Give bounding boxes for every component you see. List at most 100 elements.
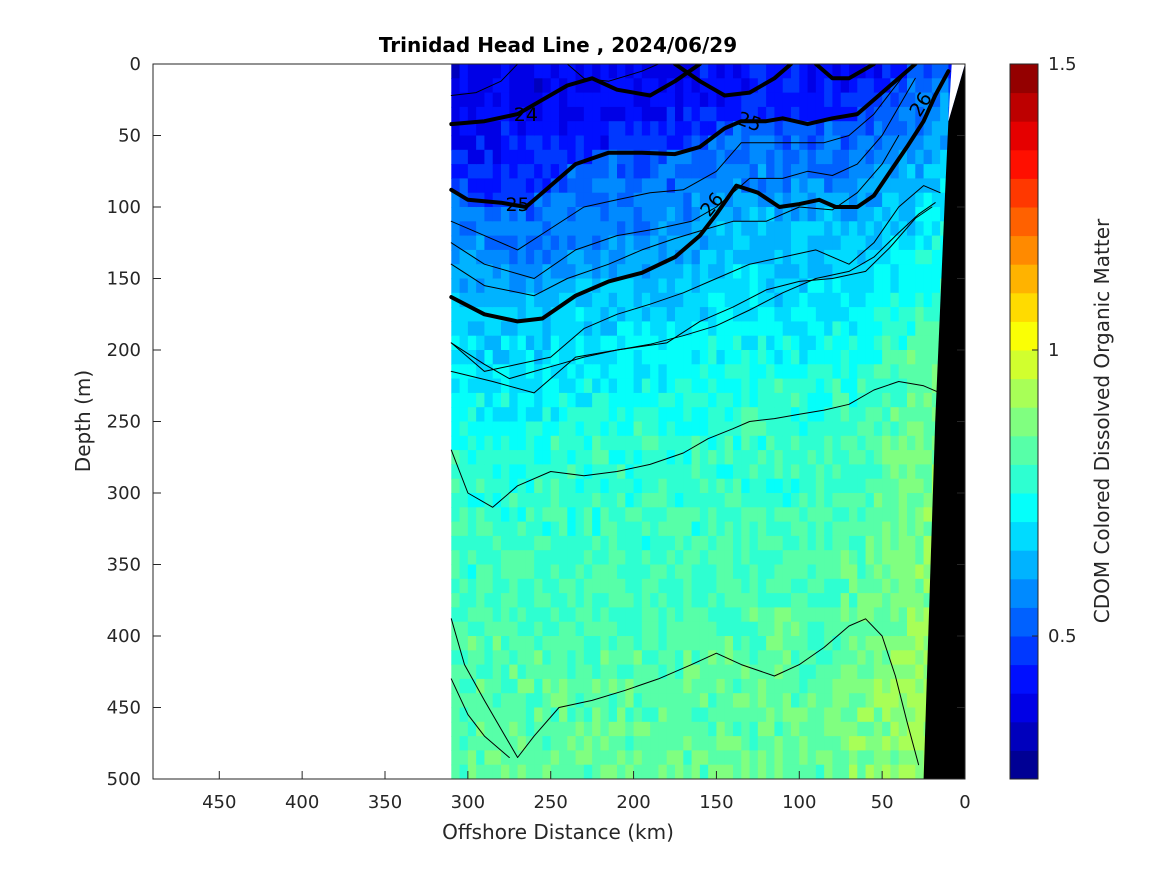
heat-cell: [534, 307, 544, 322]
heat-cell: [542, 135, 552, 151]
heat-cell: [857, 407, 867, 423]
heat-cell: [617, 64, 626, 79]
heat-cell: [625, 335, 635, 351]
heat-cell: [766, 636, 776, 651]
heat-cell: [807, 478, 817, 494]
heat-cell: [699, 535, 709, 551]
heat-cell: [915, 678, 925, 694]
heat-cell: [865, 92, 875, 108]
heat-cell: [467, 521, 477, 537]
heat-cell: [708, 106, 718, 122]
heat-cell: [542, 121, 552, 137]
heat-cell: [583, 350, 593, 365]
heat-cell: [542, 550, 552, 566]
heat-cell: [716, 321, 726, 337]
heat-cell: [708, 650, 718, 666]
heat-cell: [724, 736, 734, 751]
heat-cell: [658, 249, 668, 265]
heat-cell: [832, 64, 842, 79]
heat-cell: [774, 364, 784, 380]
heat-cell: [467, 364, 477, 380]
heat-cell: [492, 78, 502, 94]
heat-cell: [666, 106, 676, 122]
heat-cell: [915, 350, 925, 365]
heat-cell: [849, 721, 858, 737]
heat-cell: [633, 464, 643, 480]
heat-cell: [608, 678, 618, 694]
heat-cell: [583, 721, 593, 737]
heat-cell: [865, 493, 875, 508]
heat-cell: [791, 593, 800, 608]
heat-cell: [699, 707, 709, 723]
heat-cell: [641, 750, 651, 766]
heat-cell: [583, 464, 593, 480]
heat-cell: [484, 78, 494, 94]
heat-cell: [907, 621, 916, 637]
heat-cell: [675, 621, 684, 637]
heat-cell: [467, 507, 477, 523]
heat-cell: [807, 521, 817, 537]
heat-cell: [525, 507, 535, 523]
heat-cell: [492, 264, 502, 280]
heat-cell: [865, 521, 875, 537]
heat-cell: [467, 321, 477, 337]
heat-cell: [840, 736, 850, 751]
heat-cell: [459, 264, 469, 280]
heat-cell: [782, 550, 792, 566]
heat-cell: [567, 221, 577, 237]
heat-cell: [683, 650, 693, 666]
heat-cell: [666, 750, 676, 766]
heat-cell: [467, 178, 477, 194]
heat-cell: [799, 321, 809, 337]
heat-cell: [716, 106, 726, 122]
heat-cell: [749, 292, 759, 308]
heat-cell: [517, 207, 527, 222]
heat-cell: [849, 435, 858, 451]
heat-cell: [633, 364, 643, 380]
heat-cell: [650, 678, 660, 694]
heat-cell: [915, 364, 925, 380]
heat-cell: [683, 264, 693, 280]
heat-cell: [832, 521, 842, 537]
heat-cell: [509, 278, 519, 294]
heat-cell: [451, 707, 461, 723]
x-axis-label: Offshore Distance (km): [442, 820, 674, 844]
heat-cell: [633, 350, 643, 365]
heat-cell: [733, 350, 742, 365]
heat-cell: [774, 335, 784, 351]
heat-cell: [882, 521, 892, 537]
heat-cell: [766, 392, 776, 408]
heat-cell: [724, 593, 734, 608]
heat-cell: [451, 721, 461, 737]
heat-cell: [824, 578, 834, 594]
heat-cell: [567, 350, 577, 365]
heat-cell: [517, 335, 527, 351]
heat-cell: [791, 736, 800, 751]
heat-cell: [915, 178, 925, 194]
heat-cell: [915, 578, 925, 594]
heat-cell: [832, 421, 842, 437]
heat-cell: [567, 64, 577, 79]
heat-cell: [583, 450, 593, 465]
heat-cell: [559, 693, 568, 709]
heat-cell: [691, 478, 701, 494]
heat-cell: [724, 335, 734, 351]
heat-cell: [617, 435, 626, 451]
heat-cell: [517, 164, 527, 179]
heat-cell: [476, 664, 486, 680]
heat-cell: [857, 207, 867, 222]
heat-cell: [757, 750, 767, 766]
heat-cell: [873, 507, 883, 523]
heat-cell: [923, 292, 933, 308]
heat-cell: [907, 192, 916, 208]
heat-cell: [857, 192, 867, 208]
heat-cell: [699, 278, 709, 294]
heat-cell: [774, 235, 784, 251]
heat-cell: [633, 750, 643, 766]
heat-cell: [617, 392, 626, 408]
heat-cell: [791, 335, 800, 351]
heat-cell: [592, 378, 602, 394]
heat-cell: [791, 221, 800, 237]
heat-cell: [691, 535, 701, 551]
heat-cell: [600, 736, 610, 751]
